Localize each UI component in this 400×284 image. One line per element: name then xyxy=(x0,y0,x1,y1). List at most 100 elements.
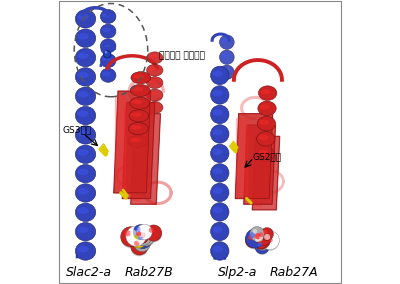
Circle shape xyxy=(137,231,153,247)
Ellipse shape xyxy=(78,246,88,252)
Circle shape xyxy=(259,232,264,237)
Circle shape xyxy=(245,234,260,249)
Text: Rab27B: Rab27B xyxy=(125,266,174,279)
Polygon shape xyxy=(115,96,125,188)
Circle shape xyxy=(270,239,273,242)
Ellipse shape xyxy=(100,39,116,53)
Ellipse shape xyxy=(130,125,141,130)
Polygon shape xyxy=(122,103,155,199)
Ellipse shape xyxy=(210,66,229,85)
Circle shape xyxy=(252,232,270,250)
Polygon shape xyxy=(244,125,276,204)
Ellipse shape xyxy=(130,97,150,109)
Polygon shape xyxy=(132,118,140,200)
Ellipse shape xyxy=(78,72,88,78)
Circle shape xyxy=(268,237,278,247)
Circle shape xyxy=(104,51,107,54)
Ellipse shape xyxy=(75,48,96,67)
Circle shape xyxy=(254,235,271,252)
Circle shape xyxy=(136,230,152,247)
Ellipse shape xyxy=(210,144,229,163)
Ellipse shape xyxy=(210,86,229,104)
Polygon shape xyxy=(254,140,261,206)
Circle shape xyxy=(104,51,111,58)
Circle shape xyxy=(137,238,142,243)
Circle shape xyxy=(260,232,279,251)
Ellipse shape xyxy=(210,125,229,143)
Circle shape xyxy=(146,226,162,242)
Circle shape xyxy=(134,236,150,253)
Ellipse shape xyxy=(146,64,163,76)
Ellipse shape xyxy=(78,227,88,233)
Circle shape xyxy=(140,232,145,238)
Circle shape xyxy=(137,230,153,246)
Ellipse shape xyxy=(260,89,270,94)
Text: 亜邉含有 ドメイン: 亜邉含有 ドメイン xyxy=(159,52,205,60)
Ellipse shape xyxy=(212,109,222,116)
Circle shape xyxy=(134,231,152,248)
Circle shape xyxy=(246,230,265,249)
Circle shape xyxy=(131,239,148,256)
Polygon shape xyxy=(235,114,273,199)
Circle shape xyxy=(253,237,266,250)
Circle shape xyxy=(134,228,151,246)
Ellipse shape xyxy=(75,242,96,260)
Circle shape xyxy=(133,224,148,240)
Ellipse shape xyxy=(212,129,222,135)
Circle shape xyxy=(134,229,149,244)
Ellipse shape xyxy=(212,168,222,174)
Circle shape xyxy=(126,226,146,246)
Circle shape xyxy=(257,233,268,245)
Circle shape xyxy=(137,231,141,236)
Ellipse shape xyxy=(102,57,110,62)
Circle shape xyxy=(149,227,154,233)
Polygon shape xyxy=(245,129,254,200)
Ellipse shape xyxy=(148,55,157,59)
Ellipse shape xyxy=(128,122,148,135)
Circle shape xyxy=(136,229,152,246)
Polygon shape xyxy=(114,91,150,193)
Circle shape xyxy=(263,230,267,234)
Circle shape xyxy=(250,228,264,242)
Circle shape xyxy=(251,232,270,250)
Circle shape xyxy=(140,227,144,232)
Circle shape xyxy=(253,235,266,249)
Circle shape xyxy=(255,241,269,255)
Circle shape xyxy=(257,236,263,242)
Circle shape xyxy=(268,238,278,248)
Circle shape xyxy=(251,230,270,249)
Ellipse shape xyxy=(146,77,163,89)
Circle shape xyxy=(245,233,260,248)
Ellipse shape xyxy=(210,105,229,124)
Ellipse shape xyxy=(258,86,277,100)
Circle shape xyxy=(255,233,261,239)
Polygon shape xyxy=(131,114,160,204)
Ellipse shape xyxy=(130,138,141,142)
Circle shape xyxy=(137,229,154,246)
Circle shape xyxy=(255,240,269,254)
Circle shape xyxy=(260,231,279,250)
Circle shape xyxy=(134,234,139,239)
Circle shape xyxy=(134,235,150,252)
Ellipse shape xyxy=(212,90,222,96)
Ellipse shape xyxy=(78,188,88,194)
Ellipse shape xyxy=(100,68,116,82)
Ellipse shape xyxy=(257,116,276,131)
Ellipse shape xyxy=(260,105,270,109)
Circle shape xyxy=(130,231,147,248)
Ellipse shape xyxy=(210,222,229,241)
Circle shape xyxy=(126,227,146,248)
Ellipse shape xyxy=(210,242,229,260)
Ellipse shape xyxy=(75,145,96,164)
Circle shape xyxy=(264,234,270,240)
Ellipse shape xyxy=(100,24,116,38)
Ellipse shape xyxy=(75,184,96,202)
Circle shape xyxy=(134,229,148,244)
Ellipse shape xyxy=(210,203,229,221)
Circle shape xyxy=(260,228,274,241)
Ellipse shape xyxy=(75,87,96,105)
Circle shape xyxy=(134,241,140,246)
Circle shape xyxy=(257,235,268,246)
Circle shape xyxy=(248,235,253,240)
Circle shape xyxy=(259,235,263,239)
